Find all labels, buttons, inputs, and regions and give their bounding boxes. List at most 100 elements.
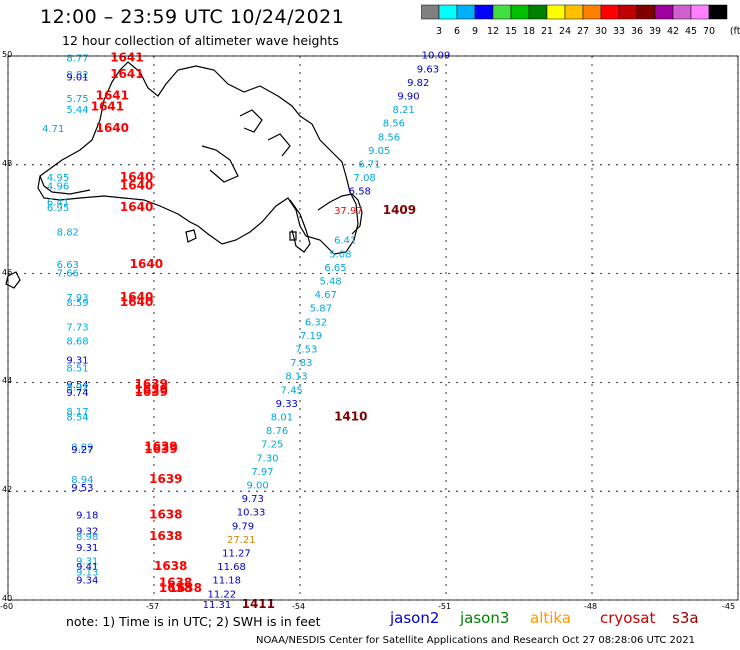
color-scale-tick: 15 [504, 26, 518, 37]
latitude-label: 50 [2, 50, 13, 59]
cycle-label: 1409 [383, 203, 416, 217]
wave-height-label: 8.89 [71, 442, 93, 453]
color-scale-tick: 30 [594, 26, 608, 37]
wave-height-label: 9.13 [76, 568, 98, 579]
cycle-label: 1640 [120, 295, 153, 309]
color-scale-tick: 45 [684, 26, 698, 37]
color-scale-tick: 9 [471, 26, 479, 37]
color-swatch [564, 4, 584, 20]
wave-height-label: 9.05 [368, 146, 390, 157]
longitude-label: -45 [722, 602, 736, 611]
latitude-label: 42 [2, 485, 13, 495]
note-text: note: 1) Time is in UTC; 2) SWH is in fe… [66, 614, 321, 629]
legend-item-cryosat: cryosat [600, 609, 656, 627]
wave-height-label: 4.67 [315, 290, 337, 301]
wave-height-label: 8.17 [66, 407, 88, 418]
map-frame [7, 55, 739, 601]
cycle-label: 1638 [159, 575, 192, 589]
wave-height-label: 8.92 [66, 383, 88, 394]
cycle-labels: 1641164116411641164016401640164016401640… [91, 50, 416, 611]
wave-height-label: 9.32 [76, 527, 98, 538]
wave-height-label: 5.08 [329, 249, 351, 260]
wave-height-label: 8.98 [76, 532, 98, 543]
cycle-label: 1640 [120, 170, 153, 184]
legend-item-jason2: jason2 [390, 609, 440, 627]
color-swatch [708, 4, 728, 20]
color-swatch [672, 4, 692, 20]
wave-height-label: 7.97 [251, 467, 273, 478]
cycle-label: 1638 [169, 581, 202, 595]
latitude-label: 40 [2, 594, 13, 603]
color-swatch [690, 4, 710, 20]
wave-height-label: 7.53 [295, 344, 317, 355]
wave-height-label: 11.31 [203, 600, 232, 611]
wave-height-label: 8.94 [71, 475, 93, 486]
color-swatch [618, 4, 638, 20]
color-swatch [636, 4, 656, 20]
latitude-label: 44 [2, 376, 13, 386]
wave-height-label: 8.56 [378, 132, 400, 143]
wave-height-label: 11.27 [222, 548, 251, 559]
color-scale-tick: 33 [612, 26, 626, 37]
wave-height-label: 8.77 [66, 53, 88, 64]
cycle-label: 1640 [120, 178, 153, 192]
wave-height-label: 7.25 [261, 440, 283, 451]
wave-height-label: 9.00 [246, 480, 268, 491]
cycle-label: 1639 [135, 382, 168, 396]
cycle-label: 1639 [135, 385, 168, 399]
wave-height-label: 7.45 [281, 385, 303, 396]
legend-item-jason3: jason3 [460, 609, 510, 627]
longitude-label: -51 [438, 602, 452, 611]
wave-height-label: 9.18 [76, 510, 98, 521]
wave-height-label: 9.82 [407, 78, 429, 89]
bay-3 [201, 145, 239, 183]
wave-height-label: 8.76 [266, 426, 288, 437]
color-swatch [654, 4, 674, 20]
legend-item-s3a: s3a [672, 609, 699, 627]
longitude-label: -48 [584, 602, 598, 611]
cycle-label: 1638 [159, 581, 192, 595]
wave-height-label: 9.74 [66, 388, 88, 399]
cycle-label: 1641 [110, 67, 143, 81]
wave-height-label: 6.63 [57, 260, 79, 271]
wave-height-label: 4.96 [47, 181, 69, 192]
sw-tip [39, 175, 91, 195]
cycle-label: 1640 [96, 121, 129, 135]
cycle-label: 1410 [334, 409, 367, 423]
wave-height-label: 7.30 [256, 453, 278, 464]
wave-height-label: 8.68 [66, 336, 88, 347]
wave-height-label: 9.01 [66, 72, 88, 83]
wave-height-label: 27.21 [227, 535, 256, 546]
wave-height-label: 8.54 [66, 412, 88, 423]
island-1 [185, 229, 197, 243]
wave-height-label: 9.90 [397, 92, 419, 103]
wave-height-label: 4.95 [47, 173, 69, 184]
cycle-label: 1639 [135, 377, 168, 391]
wave-height-label: 7.83 [290, 358, 312, 369]
longitude-label: -57 [146, 602, 160, 611]
color-swatch [474, 4, 494, 20]
cycle-label: 1641 [91, 99, 124, 113]
wave-height-label: 8.82 [66, 70, 88, 81]
wave-height-label: 6.32 [305, 317, 327, 328]
wave-height-label: 9.31 [76, 543, 98, 554]
color-scale-tick: 6 [453, 26, 461, 37]
color-swatch [528, 4, 548, 20]
legend-item-altika: altika [530, 609, 572, 627]
longitude-label: -60 [0, 602, 14, 611]
wave-height-label: 7.93 [66, 293, 88, 304]
wave-height-label: 8.21 [392, 105, 414, 116]
burin-peninsula [289, 199, 311, 253]
color-scale-tick: 39 [648, 26, 662, 37]
wave-height-label: 5.87 [310, 304, 332, 315]
color-scale-bar [420, 4, 728, 20]
wave-height-label: 9.79 [232, 521, 254, 532]
wave-height-label: 9.53 [71, 483, 93, 494]
wave-height-label: 5.48 [319, 276, 341, 287]
wave-height-label: 9.31 [66, 355, 88, 366]
color-swatch [492, 4, 512, 20]
map-subtitle: 12 hour collection of altimeter wave hei… [62, 33, 339, 48]
credit-line: NOAA/NESDIS Center for Satellite Applica… [256, 635, 695, 646]
